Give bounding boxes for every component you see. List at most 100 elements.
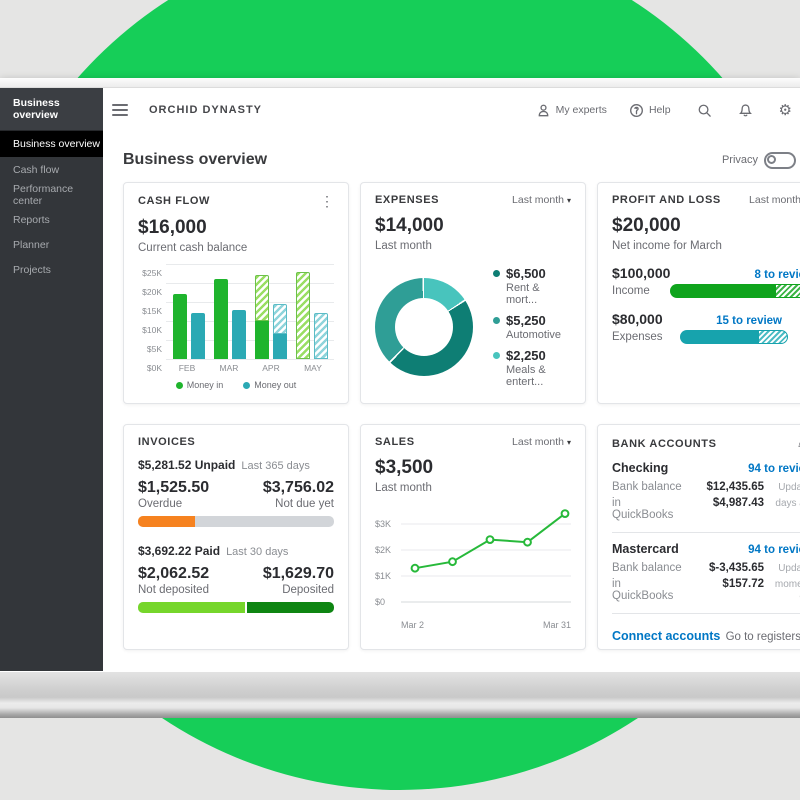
sidebar-header: Business overview — [0, 88, 103, 131]
legend-item: $5,250 Automotive — [493, 313, 571, 341]
cash-flow-xlabels: FEB MAR APR MAY — [178, 363, 322, 373]
sidebar-item-planner[interactable]: Planner — [13, 238, 50, 251]
legend-item: $6,500 Rent & mort... — [493, 266, 571, 306]
sidebar-item-performance-center[interactable]: Performance center — [13, 182, 74, 207]
help-icon — [629, 103, 644, 118]
unpaid-period: Last 365 days — [241, 460, 310, 472]
help-button[interactable]: Help — [629, 103, 671, 118]
notdue-value: $3,756.02 — [262, 479, 334, 496]
account-name: Mastercard — [612, 542, 679, 556]
paid-period: Last 30 days — [226, 546, 289, 558]
notifications-button[interactable] — [738, 103, 753, 118]
sidebar-item-business-overview[interactable]: Business overview — [0, 131, 103, 157]
person-icon — [536, 103, 551, 118]
sidebar: Business overview Business overview Cash… — [0, 88, 103, 671]
cash-flow-amount: $16,000 — [138, 217, 207, 238]
kebab-menu-icon[interactable]: ⋮ — [320, 193, 334, 209]
unpaid-progress-bar — [138, 516, 334, 527]
bank-balance-value: $-3,435.65 — [709, 562, 764, 574]
sales-xlabels: Mar 2 Mar 31 — [401, 620, 571, 630]
sales-subtitle: Last month — [375, 482, 432, 494]
svg-text:$1K: $1K — [375, 571, 391, 581]
bank-accounts-card: BANK ACCOUNTS ✎ Checking 94 to review Ba… — [597, 424, 800, 650]
money-in-label: Money in — [186, 380, 224, 390]
income-review-link[interactable]: 8 to review — [754, 269, 800, 281]
profit-loss-subtitle: Net income for March — [612, 240, 722, 252]
expenses-value: $80,000 — [612, 311, 663, 327]
unpaid-amount: $5,281.52 Unpaid — [138, 458, 236, 472]
svg-text:$2K: $2K — [375, 545, 391, 555]
qb-balance-value: $157.72 — [722, 578, 764, 590]
cash-flow-title: CASH FLOW — [138, 195, 211, 207]
sales-x-start: Mar 2 — [401, 620, 425, 630]
sidebar-item-cash-flow[interactable]: Cash flow — [13, 163, 60, 176]
cash-flow-yaxis: $25K $20K $15K $10K $5K $0K — [142, 268, 162, 373]
account-review-link[interactable]: 94 to review — [748, 463, 800, 475]
expenses-bar-forecast — [758, 330, 788, 344]
bank-account-row: Checking 94 to review Bank balance $12,4… — [612, 461, 800, 521]
expenses-subtitle: Last month — [375, 240, 432, 252]
cash-flow-subtitle: Current cash balance — [138, 242, 248, 254]
topbar: ORCHID DYNASTY My experts Help — [103, 88, 800, 132]
bank-account-row: Mastercard 94 to review Bank balance $-3… — [612, 542, 800, 602]
my-experts-label: My experts — [555, 104, 607, 116]
hamburger-menu-icon[interactable] — [112, 104, 128, 116]
chevron-down-icon: ▾ — [566, 438, 571, 447]
sales-line-chart: $3K $2K $1K $0 — [375, 502, 571, 619]
deposited-value: $1,629.70 — [262, 565, 334, 582]
income-bar-forecast — [775, 284, 800, 298]
go-to-registers-dropdown[interactable]: Go to registers▾ — [725, 631, 800, 643]
overdue-value: $1,525.50 — [138, 479, 210, 496]
paid-amount: $3,692.22 Paid — [138, 544, 221, 558]
privacy-control: Privacy — [722, 151, 796, 169]
sales-amount: $3,500 — [375, 457, 434, 478]
bell-icon — [738, 103, 753, 118]
sidebar-item-projects[interactable]: Projects — [13, 263, 51, 276]
help-label: Help — [648, 104, 671, 116]
bank-balance-value: $12,435.65 — [706, 481, 764, 493]
sidebar-item-reports[interactable]: Reports — [13, 213, 50, 226]
overdue-label: Overdue — [138, 498, 183, 510]
expenses-period-dropdown[interactable]: Last month ▾ — [512, 194, 571, 206]
sales-x-end: Mar 31 — [542, 620, 571, 630]
cash-flow-chart: $25K $20K $15K $10K $5K $0K — [138, 264, 334, 373]
laptop-screen: Business overview Business overview Cash… — [0, 78, 800, 672]
expenses-title: EXPENSES — [375, 194, 440, 206]
income-label: Income — [612, 285, 650, 297]
qb-balance-value: $4,987.43 — [712, 497, 764, 509]
notdeposited-label: Not deposited — [138, 584, 209, 596]
profit-loss-amount: $20,000 — [612, 215, 681, 236]
expenses-review-link[interactable]: 15 to review — [716, 315, 782, 327]
laptop-top-bezel — [0, 78, 800, 88]
money-in-dot — [175, 381, 183, 389]
profit-loss-period-dropdown[interactable]: Last month▾ — [749, 194, 800, 206]
invoices-title: INVOICES — [138, 436, 196, 448]
svg-text:$0: $0 — [375, 597, 385, 607]
paid-progress-bar — [138, 602, 334, 613]
profit-loss-title: PROFIT AND LOSS — [612, 194, 721, 206]
cash-flow-card: CASH FLOW ⋮ $16,000 Current cash balance… — [123, 182, 349, 404]
expenses-card: EXPENSES Last month ▾ $14,000 Last month … — [360, 182, 586, 404]
my-experts-button[interactable]: My experts — [536, 103, 607, 118]
sales-card: SALES Last month ▾ $3,500 Last month $3K $… — [360, 424, 586, 650]
laptop-base — [0, 672, 800, 718]
cash-flow-plot — [166, 264, 334, 360]
income-bar — [670, 284, 776, 298]
money-out-dot — [243, 381, 251, 389]
privacy-toggle[interactable] — [764, 151, 796, 169]
search-icon — [697, 103, 712, 118]
expenses-legend: $6,500 Rent & mort... $5,250 Automotive … — [493, 266, 571, 388]
settings-button[interactable]: ⚙ — [779, 103, 792, 118]
search-button[interactable] — [697, 103, 712, 118]
cash-flow-legend: Money in Money out — [138, 380, 334, 390]
sales-period-dropdown[interactable]: Last month ▾ — [512, 436, 571, 448]
account-review-link[interactable]: 94 to review — [748, 544, 800, 556]
main-area: ORCHID DYNASTY My experts Help — [103, 88, 800, 671]
expenses-label: Expenses — [612, 331, 663, 343]
expenses-donut-chart — [375, 278, 473, 376]
legend-item: $2,250 Meals & entert... — [493, 348, 571, 388]
expenses-amount: $14,000 — [375, 215, 444, 236]
expenses-bar — [680, 330, 758, 344]
connect-accounts-link[interactable]: Connect accounts — [612, 629, 721, 643]
sales-title: SALES — [375, 436, 415, 448]
